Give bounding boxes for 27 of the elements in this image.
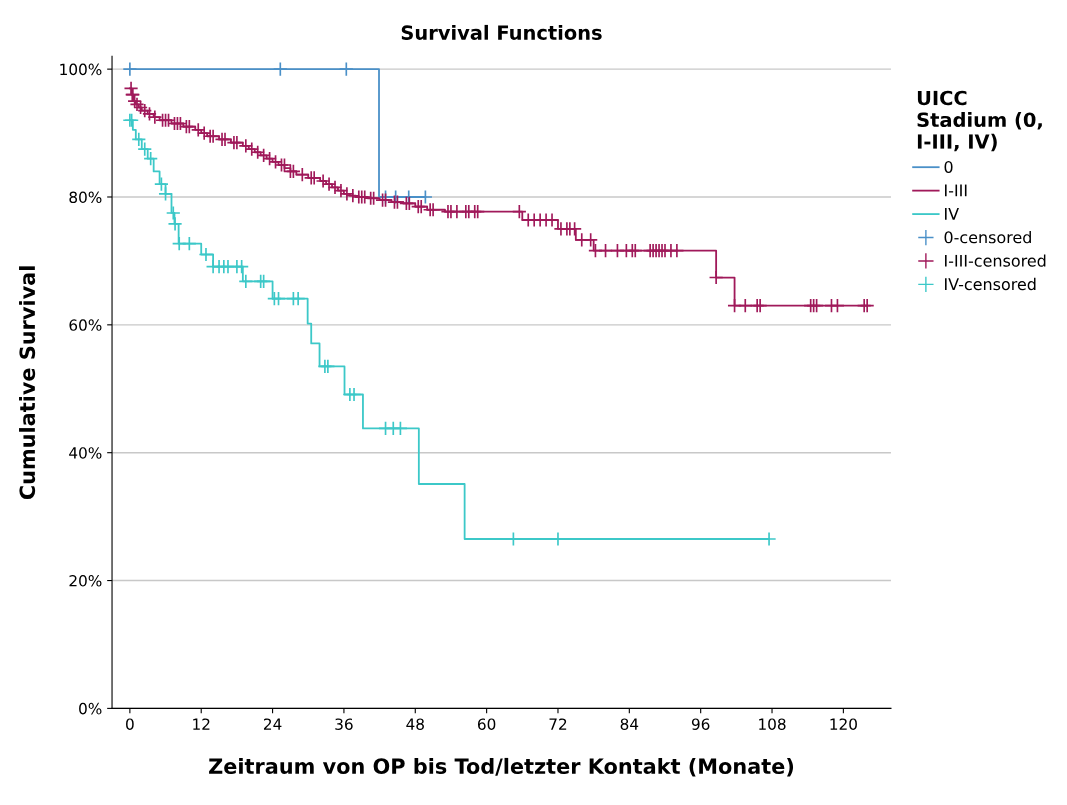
legend-label: I-III (945, 184, 967, 197)
x-tick-label: 36 (335, 718, 353, 730)
legend-label: 0-censored (944, 230, 1031, 244)
x-tick-label: 108 (759, 718, 786, 730)
x-tick-label: 120 (830, 718, 857, 730)
y-tick-label: 100% (60, 63, 102, 76)
legend-label: 0 (944, 160, 953, 173)
x-tick-label: 12 (193, 718, 210, 730)
legend-title: UICC Stadium (0, I-III, IV) (917, 90, 1042, 152)
x-tick-label: 72 (549, 718, 567, 730)
y-tick-label: 80% (69, 191, 102, 204)
x-tick-label: 0 (126, 718, 134, 730)
legend-label: IV (945, 208, 959, 220)
legend-label: IV-censored (945, 277, 1036, 291)
y-tick-label: 40% (69, 447, 102, 459)
y-axis-title: Cumulative Survival (19, 266, 36, 500)
x-tick-label: 60 (477, 718, 496, 730)
y-tick-label: 0% (79, 702, 102, 715)
legend-label: I-III-censored (945, 254, 1046, 267)
x-tick-label: 48 (406, 718, 424, 730)
chart-title: Survival Functions (401, 24, 602, 40)
x-tick-label: 96 (691, 718, 710, 730)
y-tick-label: 20% (69, 575, 102, 587)
x-tick-label: 84 (620, 718, 639, 730)
x-tick-label: 24 (263, 718, 282, 730)
y-tick-label: 60% (69, 319, 102, 331)
x-axis-title: Zeitraum von OP bis Tod/letzter Kontakt (Monate) (209, 757, 794, 777)
